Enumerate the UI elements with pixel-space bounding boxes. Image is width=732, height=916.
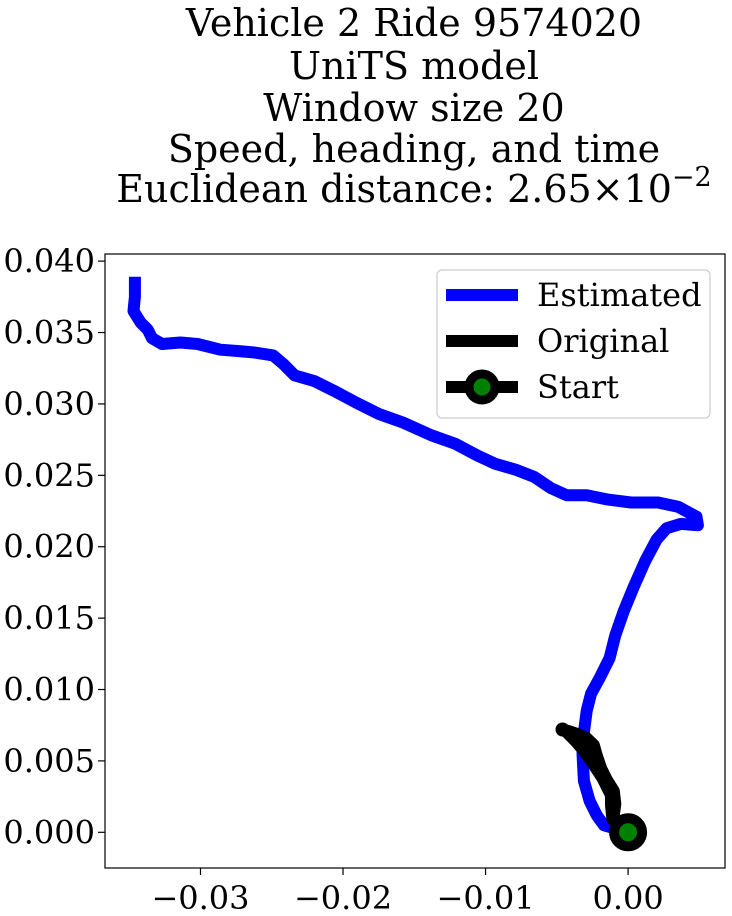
y-tick-label: 0.030 <box>3 385 95 423</box>
title-distance-mantissa: 2.65 <box>507 167 592 211</box>
start-marker <box>609 813 648 852</box>
y-tick-label: 0.000 <box>3 813 95 851</box>
series-line-estimated <box>127 276 704 839</box>
x-tick-label: −0.02 <box>294 879 392 916</box>
original-turn-point <box>555 722 570 737</box>
y-tick-label: 0.005 <box>3 742 95 780</box>
y-tick-label: 0.035 <box>3 314 95 352</box>
y-tick-label: 0.020 <box>3 528 95 566</box>
title-line-5: Euclidean distance: 2.65×10−2 <box>116 162 711 211</box>
legend-label-original: Original <box>537 322 669 360</box>
series-line-original <box>556 723 632 839</box>
x-axis: −0.03 −0.02 −0.01 0.00 <box>151 868 664 916</box>
title-distance-times: × <box>592 167 624 211</box>
title-distance-base: 10 <box>624 167 672 211</box>
chart-title: Vehicle 2 Ride 9574020 UniTS model Windo… <box>116 1 711 211</box>
y-tick-label: 0.040 <box>3 242 95 280</box>
x-tick-label: 0.00 <box>592 879 663 916</box>
y-tick-label: 0.025 <box>3 456 95 494</box>
title-line-3: Window size 20 <box>263 86 564 130</box>
y-tick-label: 0.015 <box>3 599 95 637</box>
title-line-2: UniTS model <box>289 44 539 88</box>
legend: Estimated Original Start <box>436 269 711 419</box>
legend-label-estimated: Estimated <box>537 276 702 314</box>
title-line-1: Vehicle 2 Ride 9574020 <box>185 1 642 45</box>
title-distance-prefix: Euclidean distance: <box>116 167 507 211</box>
series-layer <box>127 276 704 852</box>
y-tick-label: 0.010 <box>3 671 95 709</box>
legend-swatch-start-marker <box>464 369 500 405</box>
title-line-4: Speed, heading, and time <box>168 127 660 171</box>
y-axis: 0.000 0.005 0.010 0.015 0.020 0.025 0.030 0.035… <box>3 242 105 851</box>
x-tick-label: −0.03 <box>151 879 249 916</box>
legend-label-start: Start <box>537 368 619 406</box>
title-distance-exponent: −2 <box>672 162 712 193</box>
x-tick-label: −0.01 <box>437 879 535 916</box>
